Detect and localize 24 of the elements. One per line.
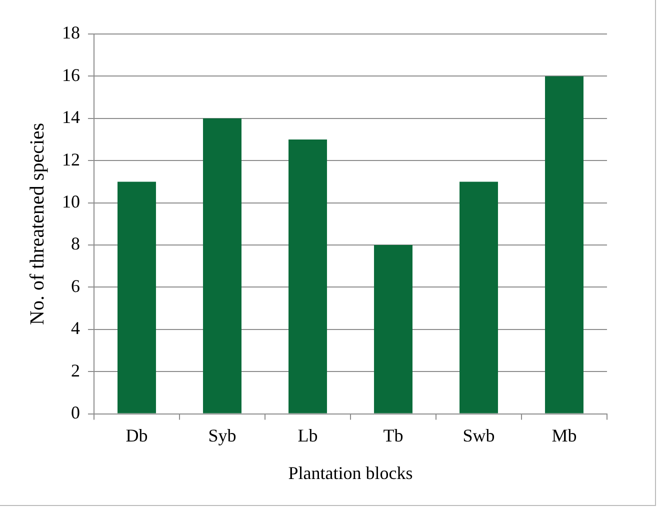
y-tick-label: 4 bbox=[71, 318, 80, 338]
y-tick-label: 12 bbox=[62, 149, 80, 170]
y-tick-label: 2 bbox=[71, 360, 80, 380]
x-tick-label: Lb bbox=[298, 425, 318, 446]
y-tick-label: 8 bbox=[71, 234, 80, 254]
bar bbox=[118, 182, 156, 414]
bar bbox=[545, 76, 584, 414]
y-tick-label: 16 bbox=[62, 64, 80, 85]
x-tick-label: Tb bbox=[383, 425, 404, 446]
bar bbox=[288, 140, 327, 414]
x-tick-label: Swb bbox=[462, 425, 495, 446]
x-tick-label: Mb bbox=[552, 425, 577, 446]
bar bbox=[374, 245, 412, 414]
y-tick-label: 0 bbox=[71, 402, 80, 423]
x-tick-label: Db bbox=[126, 425, 148, 446]
x-axis-title: Plantation blocks bbox=[288, 462, 413, 483]
x-tick-label: Syb bbox=[208, 425, 236, 446]
bar bbox=[203, 118, 242, 414]
y-tick-label: 14 bbox=[62, 107, 80, 128]
y-tick-label: 10 bbox=[62, 192, 80, 212]
y-axis-title: No. of threatened species bbox=[26, 122, 48, 325]
y-tick-label: 18 bbox=[62, 22, 80, 43]
bar bbox=[460, 182, 498, 414]
y-tick-label: 6 bbox=[71, 276, 80, 296]
